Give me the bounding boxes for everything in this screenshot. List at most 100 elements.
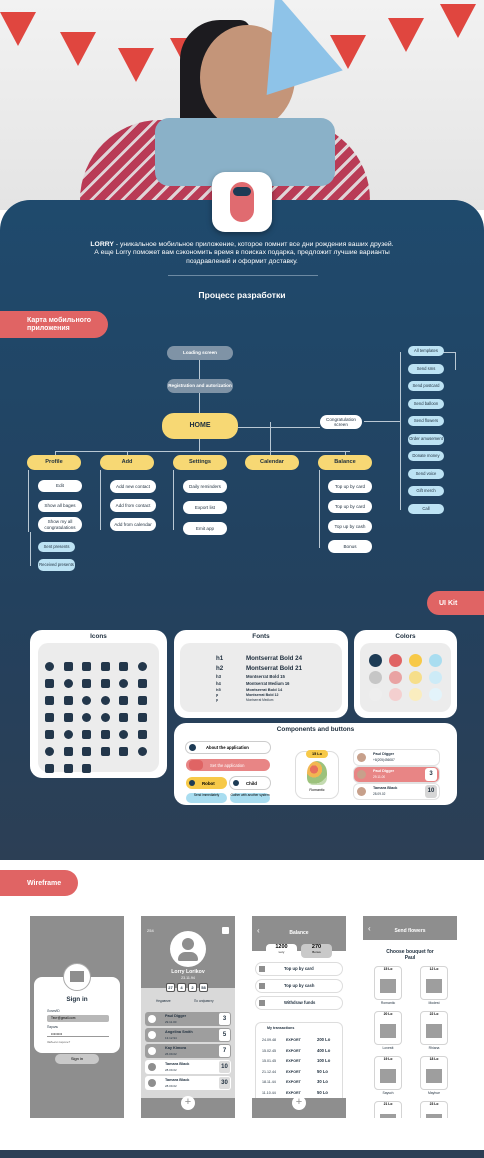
balance-action[interactable]: Top up by cash [256, 980, 342, 992]
font-name-2: Montserrat Bold 15 [246, 674, 285, 679]
node-add-1[interactable]: Add from contact [110, 499, 156, 512]
product-card[interactable]: 15 Lo Romantic [296, 750, 338, 798]
node-congrats-9[interactable]: Call [408, 503, 444, 514]
balance-action[interactable]: Top up by card [256, 963, 342, 975]
contact-date: 26.09.02 [165, 1052, 177, 1056]
node-profile-sub-1[interactable]: Received presents [38, 559, 75, 571]
mic-icon [63, 662, 73, 671]
forgot-link[interactable]: Забыли пароль? [47, 1040, 71, 1044]
gift-icon[interactable] [222, 927, 229, 934]
back-icon[interactable]: ‹ [368, 924, 371, 933]
node-add[interactable]: Add [100, 455, 154, 470]
font-name-6: Montserrat Medium [246, 698, 274, 702]
font-name-4: Montserrat Bold 14 [246, 687, 283, 692]
bouquet-card[interactable]: 15 Lo [374, 966, 402, 1000]
divider [168, 275, 318, 276]
set-app-button[interactable]: Set the application [186, 759, 270, 771]
node-congrats-7[interactable]: Send voice [408, 468, 444, 479]
font-tag-0: h1 [216, 655, 224, 662]
contact-row[interactable]: Tamara Black 28.09.02 10 [354, 784, 439, 799]
section-tab-wireframe: Wireframe [0, 870, 78, 896]
node-congrats[interactable]: Congratulation screen [320, 415, 362, 429]
back-icon[interactable]: ‹ [257, 926, 260, 935]
add-icon[interactable]: + [292, 1096, 306, 1110]
node-congrats-4[interactable]: Send flowers [408, 416, 444, 426]
contact-days: 10 [425, 785, 437, 798]
section-tab-uikit: UI Kit [427, 591, 484, 615]
node-balance[interactable]: Balance [318, 455, 372, 470]
balance-action[interactable]: Withdraw funds [256, 997, 342, 1009]
bouquet-card[interactable]: 22 Lo [420, 1011, 448, 1045]
image-placeholder-icon [426, 1024, 442, 1038]
contact-row[interactable]: Tamara Black 28.09.02 10 [145, 1060, 231, 1074]
clipboard-icon [82, 764, 91, 773]
node-loading[interactable]: Loading screen [167, 346, 233, 360]
node-balance-0[interactable]: Top up by card [328, 480, 372, 493]
node-profile-0[interactable]: Edit [38, 480, 82, 492]
signin-button[interactable]: Sign in [55, 1054, 99, 1064]
contact-row[interactable]: Tamara Black 28.09.02 30 [145, 1076, 231, 1090]
contact-row[interactable]: Paul Digger +8(205)456087 [354, 750, 439, 765]
contact-row[interactable]: Kay Kimora 26.09.02 7 [145, 1044, 231, 1058]
contact-row[interactable]: Paul Digger 29.11.00 3 [145, 1012, 231, 1026]
filter-recent[interactable]: Недавние [156, 999, 171, 1003]
node-home[interactable]: HOME [162, 413, 238, 439]
add-icon[interactable]: + [181, 1096, 195, 1110]
node-profile-1[interactable]: Show all bages [38, 500, 82, 512]
font-tag-4: h5 [216, 687, 221, 692]
node-add-0[interactable]: Add new contact [110, 480, 156, 493]
tx-date: 15.02.45 [262, 1048, 276, 1053]
bouquet-image [307, 761, 327, 785]
robot-chip[interactable]: Robot [186, 777, 227, 789]
contact-date: 28.09.02 [165, 1068, 177, 1072]
contact-row[interactable]: Angelina Smith 13.12.94 5 [145, 1028, 231, 1042]
node-congrats-8[interactable]: Gift merch [408, 486, 444, 496]
card-icon [45, 764, 54, 773]
node-congrats-5[interactable]: Order amusement [408, 433, 444, 445]
bouquet-card[interactable]: 12 Lo [420, 966, 448, 1000]
node-add-2[interactable]: Add from calendar [110, 518, 156, 531]
bouquet-card[interactable]: 20 Lo [374, 1011, 402, 1045]
connector [100, 470, 101, 530]
edit-icon [100, 662, 110, 671]
tx-date: 11.10.44 [262, 1090, 276, 1095]
node-balance-2[interactable]: Top up by cash [328, 520, 372, 533]
node-congrats-6[interactable]: Donate money [408, 451, 444, 461]
pin-icon [119, 713, 128, 722]
gather-chip[interactable]: Gather with another system [230, 793, 270, 803]
bouquet-card[interactable]: 18 Lo [420, 1056, 448, 1090]
bouquet-card[interactable]: 19 Lo [374, 1056, 402, 1090]
send-immediately-chip[interactable]: Send immediately [186, 793, 227, 803]
bouquet-price: 22 Lo [429, 1012, 439, 1016]
hero-photo [0, 0, 484, 210]
bouquet-card[interactable]: 21 Lo [374, 1101, 402, 1118]
node-congrats-1[interactable]: Send sms [408, 363, 444, 374]
contact-row[interactable]: Paul Digger 29.11.00 3 [354, 767, 439, 782]
filter-alpha[interactable]: По алфавиту [194, 999, 214, 1003]
node-profile[interactable]: Profile [27, 455, 81, 470]
node-balance-3[interactable]: Bonus [328, 540, 372, 553]
node-settings-2[interactable]: Emit app [183, 522, 227, 535]
node-registration[interactable]: Registration and autorization [167, 379, 233, 393]
node-congrats-0[interactable]: All templates [408, 346, 444, 356]
node-settings-1[interactable]: Export list [183, 501, 227, 514]
password-input[interactable]: •••••••• [47, 1030, 109, 1037]
node-congrats-3[interactable]: Send balloon [408, 398, 444, 409]
node-profile-2[interactable]: Show my all congratulations [38, 517, 82, 532]
connector [319, 470, 320, 548]
child-chip[interactable]: Child [230, 777, 270, 789]
list-icon [63, 747, 73, 756]
node-settings-0[interactable]: Daily reminders [183, 480, 227, 493]
bouquet-price: 23 Lo [429, 1102, 439, 1106]
about-app-button[interactable]: About the application [186, 742, 270, 753]
node-balance-1[interactable]: Top up by card [328, 500, 372, 513]
node-congrats-2[interactable]: Send postcard [408, 381, 444, 391]
color-swatch [409, 654, 422, 667]
contact-name: Angelina Smith [165, 1030, 193, 1034]
node-calendar[interactable]: Calendar [245, 455, 299, 470]
bouquet-card[interactable]: 23 Lo [420, 1101, 448, 1118]
node-settings[interactable]: Settings [173, 455, 227, 470]
login-input[interactable]: Тест@gmail.com [47, 1015, 109, 1022]
tx-amount: 50 Lo [317, 1068, 328, 1074]
node-profile-sub-0[interactable]: Sent presents [38, 542, 75, 552]
